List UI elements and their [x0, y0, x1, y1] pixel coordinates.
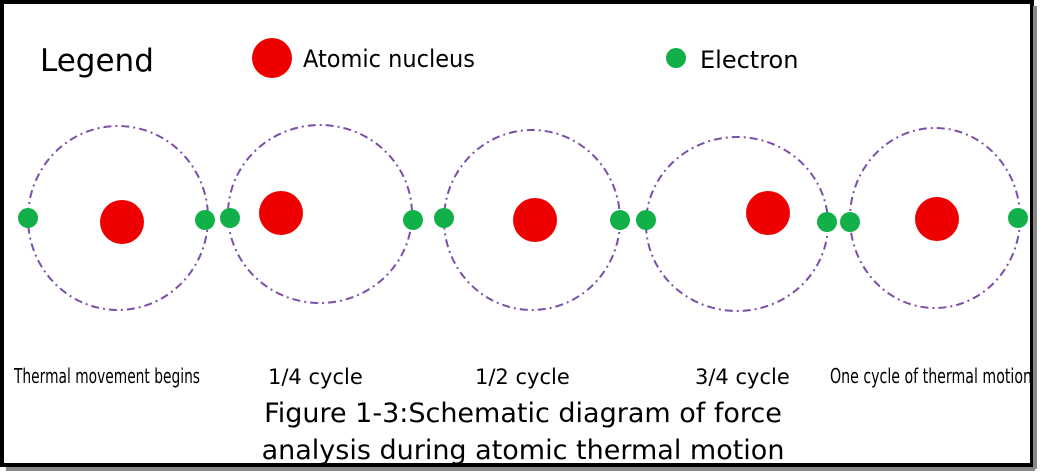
electron — [1008, 208, 1028, 228]
electron — [610, 210, 630, 230]
nucleus — [100, 200, 144, 244]
electron — [220, 208, 240, 228]
legend-electron — [666, 48, 686, 68]
electron — [403, 210, 423, 230]
stage-label: One cycle of thermal motion — [830, 364, 1032, 388]
stage-4 — [636, 136, 837, 312]
stage-3 — [434, 129, 630, 311]
stage-label: Thermal movement begins — [13, 364, 200, 388]
electron — [817, 212, 837, 232]
electron — [434, 208, 454, 228]
stage-1 — [18, 125, 215, 311]
nucleus — [513, 198, 557, 242]
nucleus — [915, 197, 959, 241]
legend-title: Legend — [40, 43, 154, 79]
electron — [18, 208, 38, 228]
caption: Figure 1-3:Schematic diagram of force — [264, 398, 782, 429]
nucleus — [259, 191, 303, 235]
caption: analysis during atomic thermal motion — [262, 435, 785, 466]
electron — [636, 210, 656, 230]
electron — [840, 212, 860, 232]
electron — [195, 210, 215, 230]
stage-label: 3/4 cycle — [695, 365, 790, 389]
legend-label: Atomic nucleus — [303, 45, 475, 73]
stage-label: 1/4 cycle — [268, 365, 363, 389]
stage-label: 1/2 cycle — [475, 365, 570, 389]
stage-2 — [220, 124, 423, 304]
legend-label: Electron — [700, 46, 798, 74]
nucleus — [746, 191, 790, 235]
legend-nucleus — [252, 38, 292, 78]
stage-5 — [840, 127, 1028, 309]
